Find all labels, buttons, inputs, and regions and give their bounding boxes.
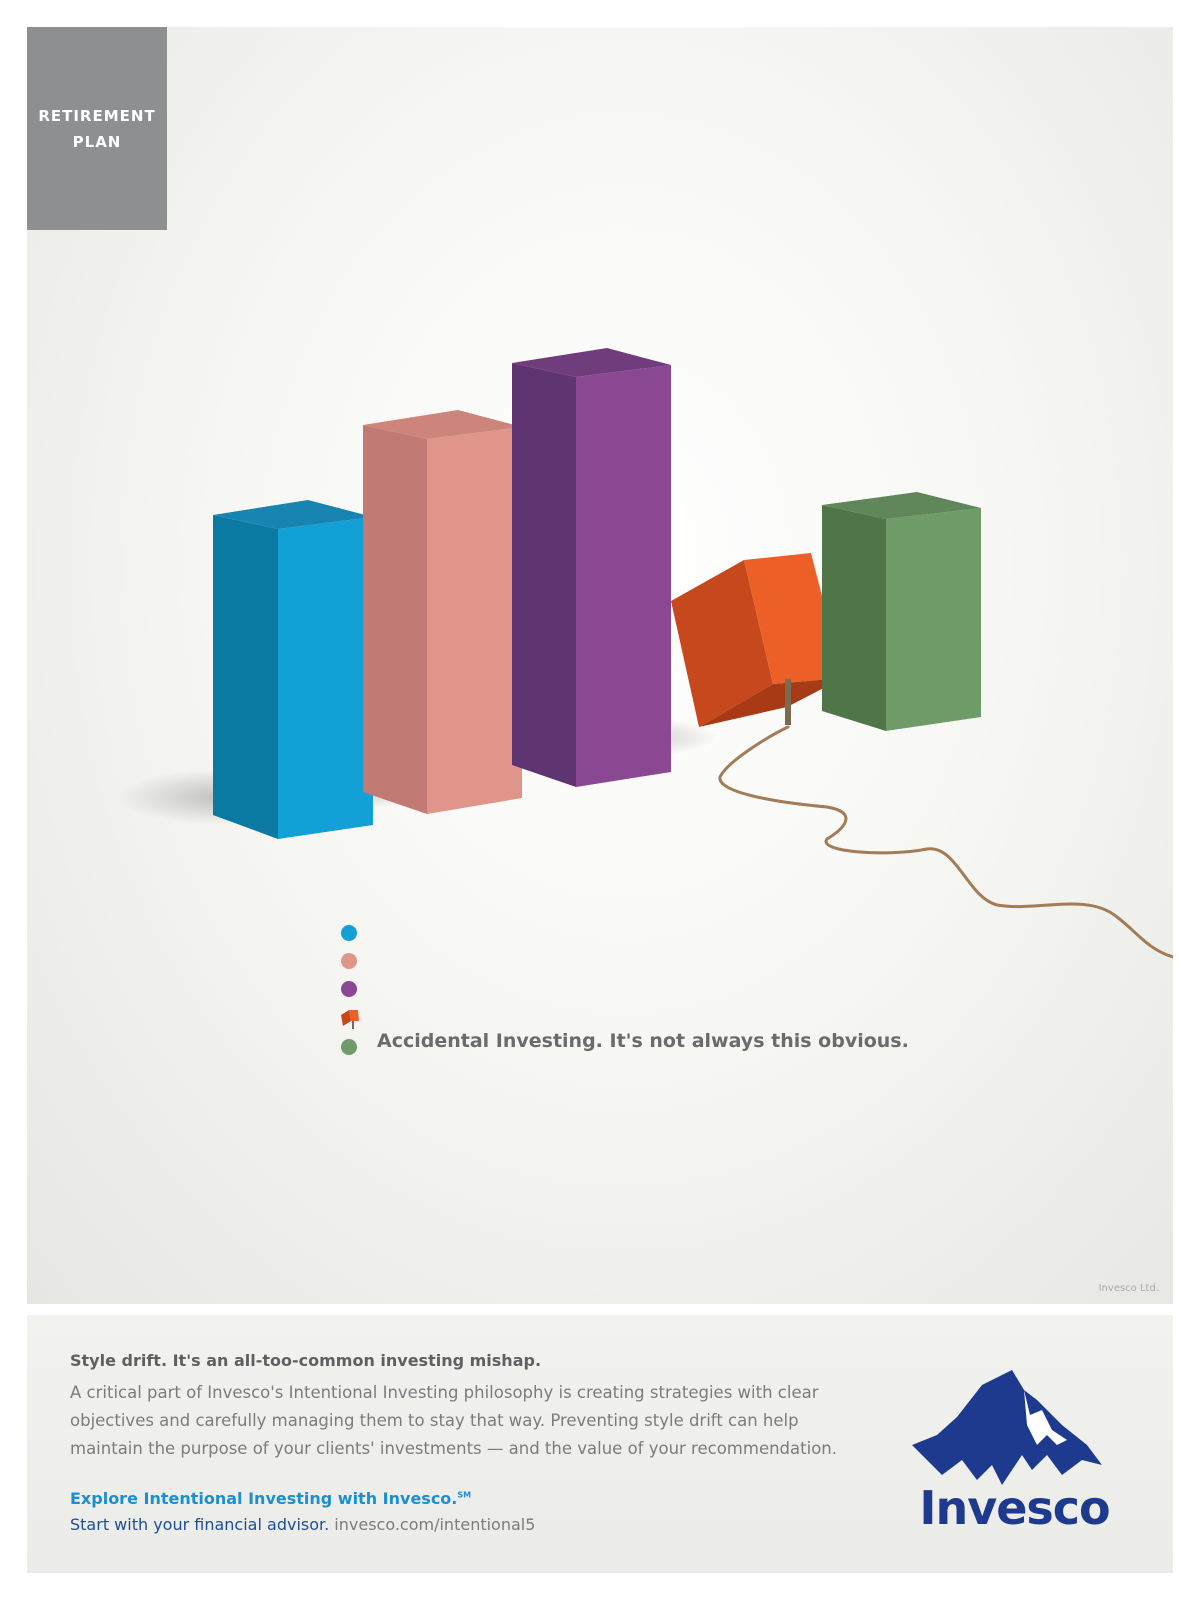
- green-bar: [822, 492, 981, 731]
- cta-link[interactable]: Explore Intentional Investing with Inves…: [70, 1489, 472, 1508]
- retirement-plan-tag: RETIREMENT PLAN: [27, 27, 167, 230]
- url-link[interactable]: invesco.com/intentional5: [334, 1515, 536, 1534]
- hero-panel: RETIREMENT PLAN: [27, 27, 1173, 1304]
- credit-text: Invesco Ltd.: [1098, 1283, 1159, 1294]
- stick: [785, 679, 791, 725]
- legend-dot-purple: [341, 981, 357, 997]
- orange-box: [671, 553, 843, 727]
- purple-bar: [512, 348, 671, 787]
- start-line: Start with your financial advisor. inves…: [70, 1515, 535, 1534]
- footer-subhead: Style drift. It's an all-too-common inve…: [70, 1351, 542, 1370]
- legend: Accidental Investing. It's not always th…: [27, 27, 1173, 1304]
- legend-dot-green: [341, 1039, 357, 1055]
- legend-dot-blue: [341, 925, 357, 941]
- footer-body: A critical part of Invesco's Intentional…: [70, 1383, 837, 1458]
- service-mark: SM: [457, 1490, 472, 1500]
- start-text: Start with your financial advisor.: [70, 1515, 330, 1534]
- invesco-logo-text: Invesco: [919, 1481, 1110, 1535]
- bar-illustration: [117, 348, 1173, 959]
- legend-orange-box-icon: [341, 1010, 359, 1029]
- legend-dot-pink: [341, 953, 357, 969]
- headline: Accidental Investing. It's not always th…: [377, 1030, 909, 1052]
- footer-panel: Style drift. It's an all-too-common inve…: [27, 1315, 1173, 1573]
- rope: [718, 725, 1173, 959]
- mountain-logo-icon: [912, 1370, 1102, 1485]
- blue-bar: [213, 500, 373, 839]
- pink-bar: [363, 410, 522, 814]
